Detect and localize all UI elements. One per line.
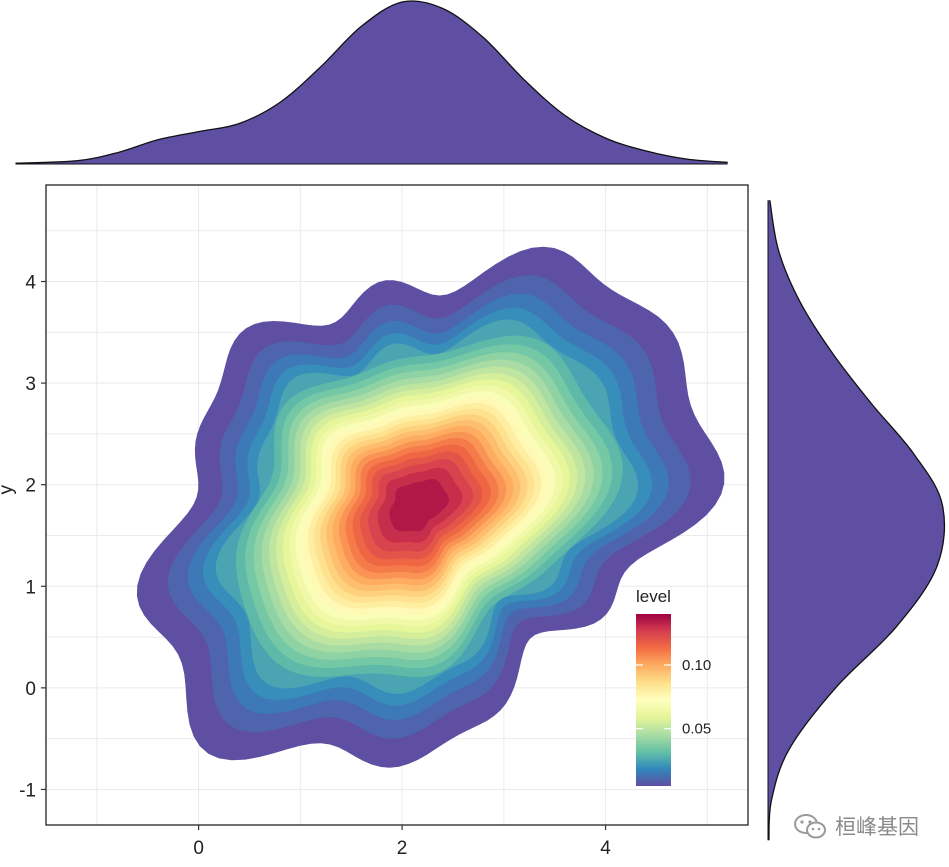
x-tick-label: 2 (397, 838, 408, 859)
marginal-x-outline (15, 0, 728, 164)
x-tick-label: 4 (600, 838, 611, 859)
y-tick-label: -1 (19, 780, 36, 801)
y-tick-label: 3 (25, 374, 36, 395)
wechat-icon (794, 814, 826, 839)
marginal-y-density (767, 200, 946, 841)
axis-ticks: 0 2 4 -1 0 1 2 3 4 (19, 273, 611, 859)
marginal-y-area (768, 200, 945, 841)
legend: level 0.05 0.10 (636, 587, 711, 786)
y-tick-label: 1 (25, 577, 36, 598)
y-tick-label: 2 (25, 476, 36, 497)
plot-panel-border (45, 184, 749, 826)
marginal-y-outline (768, 200, 946, 841)
density-band-26 (389, 479, 449, 532)
legend-title: level (636, 587, 671, 606)
watermark-text: 桓峰基因 (835, 815, 919, 839)
legend-tick-label: 0.10 (682, 657, 711, 674)
y-tick-label: 4 (25, 273, 36, 294)
marginal-x-area (15, 0, 728, 164)
y-axis-title: y (0, 485, 17, 495)
density-contours (136, 246, 725, 768)
y-tick-label: 0 (25, 679, 36, 700)
marginal-x-density (15, 0, 728, 165)
x-tick-label: 0 (193, 838, 204, 859)
legend-colorbar (636, 614, 671, 786)
legend-ticks: 0.05 0.10 (636, 657, 711, 738)
legend-tick-label: 0.05 (682, 721, 711, 738)
watermark: 桓峰基因 (793, 811, 919, 841)
